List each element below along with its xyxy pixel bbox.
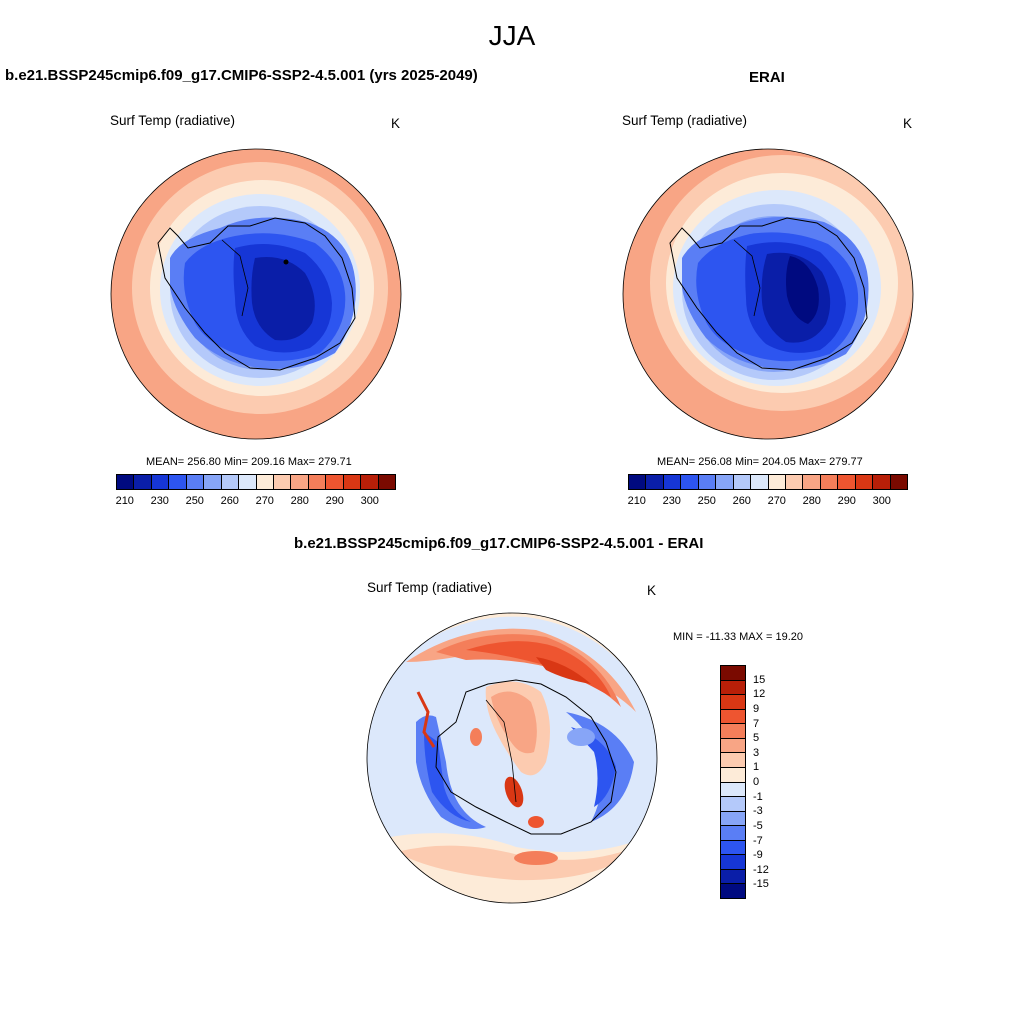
panel-1-polar-map	[110, 148, 402, 440]
colorbar-swatch	[698, 475, 717, 489]
colorbar-swatch	[721, 782, 745, 798]
colorbar-swatch	[721, 826, 745, 841]
colorbar-swatch	[721, 855, 745, 870]
panel-2-polar-map	[622, 148, 914, 440]
panel-2-colorbar	[628, 474, 908, 490]
colorbar-swatch	[629, 475, 647, 489]
colorbar-tick-label: -15	[753, 878, 769, 891]
colorbar-tick-label: 280	[802, 495, 821, 507]
panel-2-units-label: K	[903, 116, 913, 131]
colorbar-swatch	[820, 475, 839, 489]
colorbar-swatch	[663, 475, 682, 489]
panel-1-colorbar	[116, 474, 396, 490]
colorbar-tick-label: 3	[753, 746, 760, 759]
colorbar-swatch	[239, 475, 257, 489]
colorbar-tick-label: 290	[837, 495, 856, 507]
colorbar-tick-label: -5	[753, 819, 763, 832]
panel-3-stats: MIN = -11.33 MAX = 19.20	[673, 631, 804, 643]
colorbar-swatch	[721, 666, 745, 681]
colorbar-swatch	[721, 695, 745, 710]
colorbar-swatch	[721, 724, 745, 739]
colorbar-swatch	[721, 797, 745, 812]
colorbar-swatch	[134, 475, 152, 489]
colorbar-tick-label: 280	[290, 495, 309, 507]
colorbar-swatch	[646, 475, 664, 489]
colorbar-swatch	[256, 475, 274, 489]
colorbar-swatch	[169, 475, 187, 489]
colorbar-tick-label: 1	[753, 761, 760, 774]
panel-3-variable-label: Surf Temp (radiative)	[367, 580, 493, 595]
colorbar-tick-label: 270	[767, 495, 786, 507]
colorbar-swatch	[721, 709, 745, 725]
colorbar-swatch	[721, 680, 745, 696]
colorbar-tick-label: 300	[360, 495, 379, 507]
colorbar-swatch	[721, 840, 745, 856]
colorbar-swatch	[221, 475, 240, 489]
colorbar-tick-label: 300	[872, 495, 891, 507]
panel-1-units-label: K	[391, 116, 401, 131]
panel-3-units-label: K	[647, 583, 657, 598]
colorbar-tick-label: -7	[753, 834, 763, 847]
colorbar-swatch	[855, 475, 874, 489]
colorbar-tick-label: 7	[753, 717, 760, 730]
colorbar-tick-label: 230	[150, 495, 169, 507]
colorbar-tick-label: 15	[753, 673, 766, 686]
colorbar-swatch	[721, 869, 745, 885]
colorbar-swatch	[721, 753, 745, 768]
colorbar-swatch	[838, 475, 856, 489]
colorbar-tick-label: 12	[753, 688, 766, 701]
panel-2-title: ERAI	[749, 69, 785, 86]
colorbar-tick-label: 210	[115, 495, 134, 507]
panel-3-polar-map	[366, 612, 658, 904]
colorbar-swatch	[873, 475, 891, 489]
colorbar-swatch	[785, 475, 804, 489]
colorbar-tick-label: -12	[753, 863, 769, 876]
panel-3-colorbar	[720, 665, 746, 899]
colorbar-swatch	[361, 475, 379, 489]
colorbar-swatch	[204, 475, 222, 489]
colorbar-tick-label: 250	[185, 495, 204, 507]
colorbar-swatch	[151, 475, 170, 489]
colorbar-tick-label: 260	[220, 495, 239, 507]
colorbar-swatch	[343, 475, 362, 489]
colorbar-tick-label: -1	[753, 790, 763, 803]
panel-3-title: b.e21.BSSP245cmip6.f09_g17.CMIP6-SSP2-4.…	[294, 535, 704, 552]
colorbar-tick-label: 210	[627, 495, 646, 507]
panel-1-title: b.e21.BSSP245cmip6.f09_g17.CMIP6-SSP2-4.…	[5, 67, 478, 84]
colorbar-swatch	[291, 475, 309, 489]
colorbar-swatch	[378, 475, 395, 489]
colorbar-tick-label: 9	[753, 702, 760, 715]
colorbar-swatch	[721, 884, 745, 898]
colorbar-tick-label: 260	[732, 495, 751, 507]
colorbar-tick-label: -9	[753, 849, 763, 862]
colorbar-swatch	[721, 767, 745, 783]
colorbar-swatch	[681, 475, 699, 489]
panel-1-stats: MEAN= 256.80 Min= 209.16 Max= 279.71	[146, 456, 352, 468]
colorbar-swatch	[803, 475, 821, 489]
colorbar-tick-label: 0	[753, 776, 760, 788]
colorbar-tick-label: 5	[753, 732, 760, 745]
colorbar-swatch	[721, 738, 745, 754]
colorbar-swatch	[751, 475, 769, 489]
colorbar-swatch	[308, 475, 327, 489]
colorbar-swatch	[326, 475, 344, 489]
colorbar-tick-label: 290	[325, 495, 344, 507]
colorbar-swatch	[716, 475, 734, 489]
colorbar-swatch	[721, 811, 745, 827]
panel-2-stats: MEAN= 256.08 Min= 204.05 Max= 279.77	[657, 456, 863, 468]
colorbar-swatch	[273, 475, 292, 489]
panel-2-variable-label: Surf Temp (radiative)	[622, 113, 748, 128]
colorbar-swatch	[768, 475, 786, 489]
colorbar-swatch	[890, 475, 907, 489]
figure-title: JJA	[488, 20, 536, 51]
colorbar-swatch	[186, 475, 205, 489]
colorbar-tick-label: 270	[255, 495, 274, 507]
colorbar-swatch	[117, 475, 135, 489]
panel-1-variable-label: Surf Temp (radiative)	[110, 113, 236, 128]
colorbar-tick-label: 230	[662, 495, 681, 507]
colorbar-tick-label: -3	[753, 805, 763, 818]
colorbar-tick-label: 250	[697, 495, 716, 507]
colorbar-swatch	[733, 475, 752, 489]
